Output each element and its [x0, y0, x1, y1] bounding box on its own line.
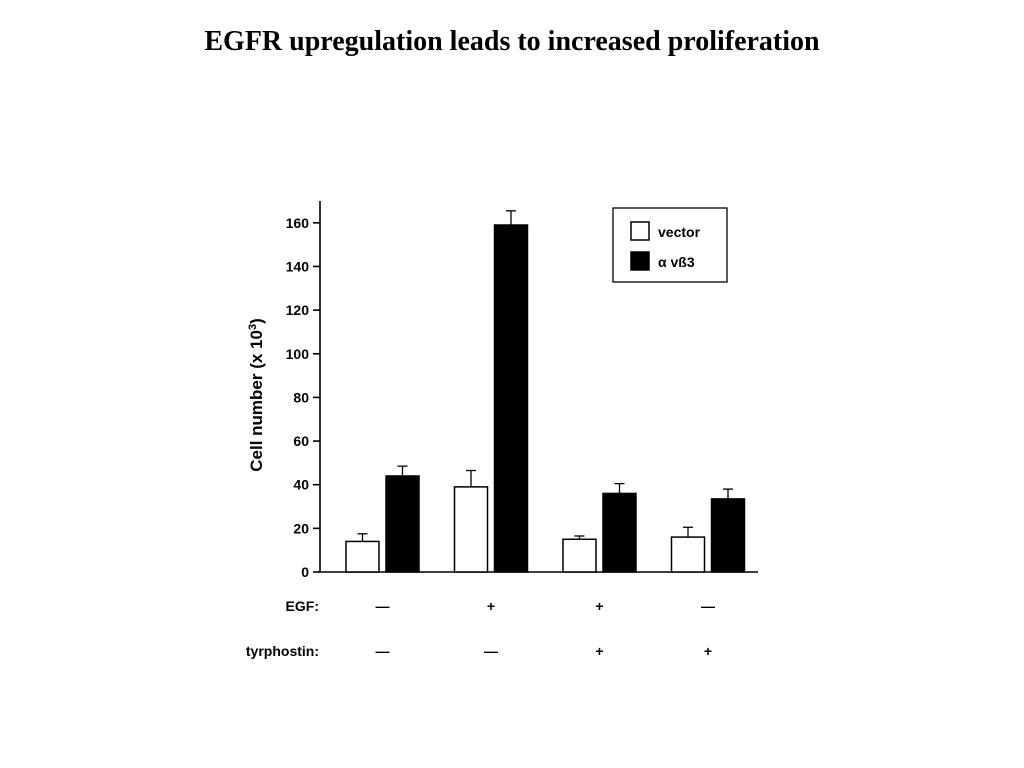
condition-rows: EGF: — + + — tyrphostin: — — + + — [246, 598, 715, 659]
condition-value: + — [704, 643, 712, 659]
y-tick-label: 160 — [286, 215, 310, 231]
bar-vector-1 — [345, 540, 380, 573]
y-tick-label: 0 — [301, 564, 309, 580]
bar-avb3-4 — [710, 498, 746, 573]
chart-legend: vector α vß3 — [612, 207, 728, 283]
y-tick-label: 140 — [286, 258, 310, 274]
slide-title: EGFR upregulation leads to increased pro… — [204, 26, 820, 57]
bar-avb3-1 — [385, 475, 420, 573]
y-tick-label: 60 — [293, 433, 309, 449]
y-tick-label: 40 — [293, 477, 309, 493]
legend-label: vector — [658, 224, 701, 240]
bar-avb3-3 — [602, 492, 637, 573]
y-tick-label: 100 — [286, 346, 310, 362]
legend-box — [612, 207, 728, 283]
y-tick-label: 20 — [293, 520, 309, 536]
condition-value: — — [484, 643, 498, 659]
legend-swatch — [630, 221, 650, 241]
chart-bars — [345, 210, 746, 573]
condition-value: — — [376, 643, 390, 659]
condition-value: + — [595, 643, 603, 659]
condition-value: + — [487, 598, 495, 614]
condition-value: — — [701, 598, 715, 614]
y-axis-label: Cell number (x 103) — [247, 318, 266, 472]
legend-label: α vß3 — [658, 254, 695, 270]
legend-swatch — [630, 251, 650, 271]
bar-avb3-2 — [493, 224, 529, 573]
bar-vector-2 — [453, 486, 489, 573]
y-tick-label: 80 — [293, 389, 309, 405]
condition-label: tyrphostin: — [246, 643, 319, 659]
y-tick-label: 120 — [286, 302, 310, 318]
bar-vector-4 — [670, 536, 706, 573]
bar-vector-3 — [562, 538, 597, 573]
condition-value: + — [595, 598, 603, 614]
condition-value: — — [376, 598, 390, 614]
condition-label: EGF: — [286, 598, 319, 614]
y-axis-ticks: 0 20 40 60 80 100 120 140 160 — [286, 215, 320, 580]
